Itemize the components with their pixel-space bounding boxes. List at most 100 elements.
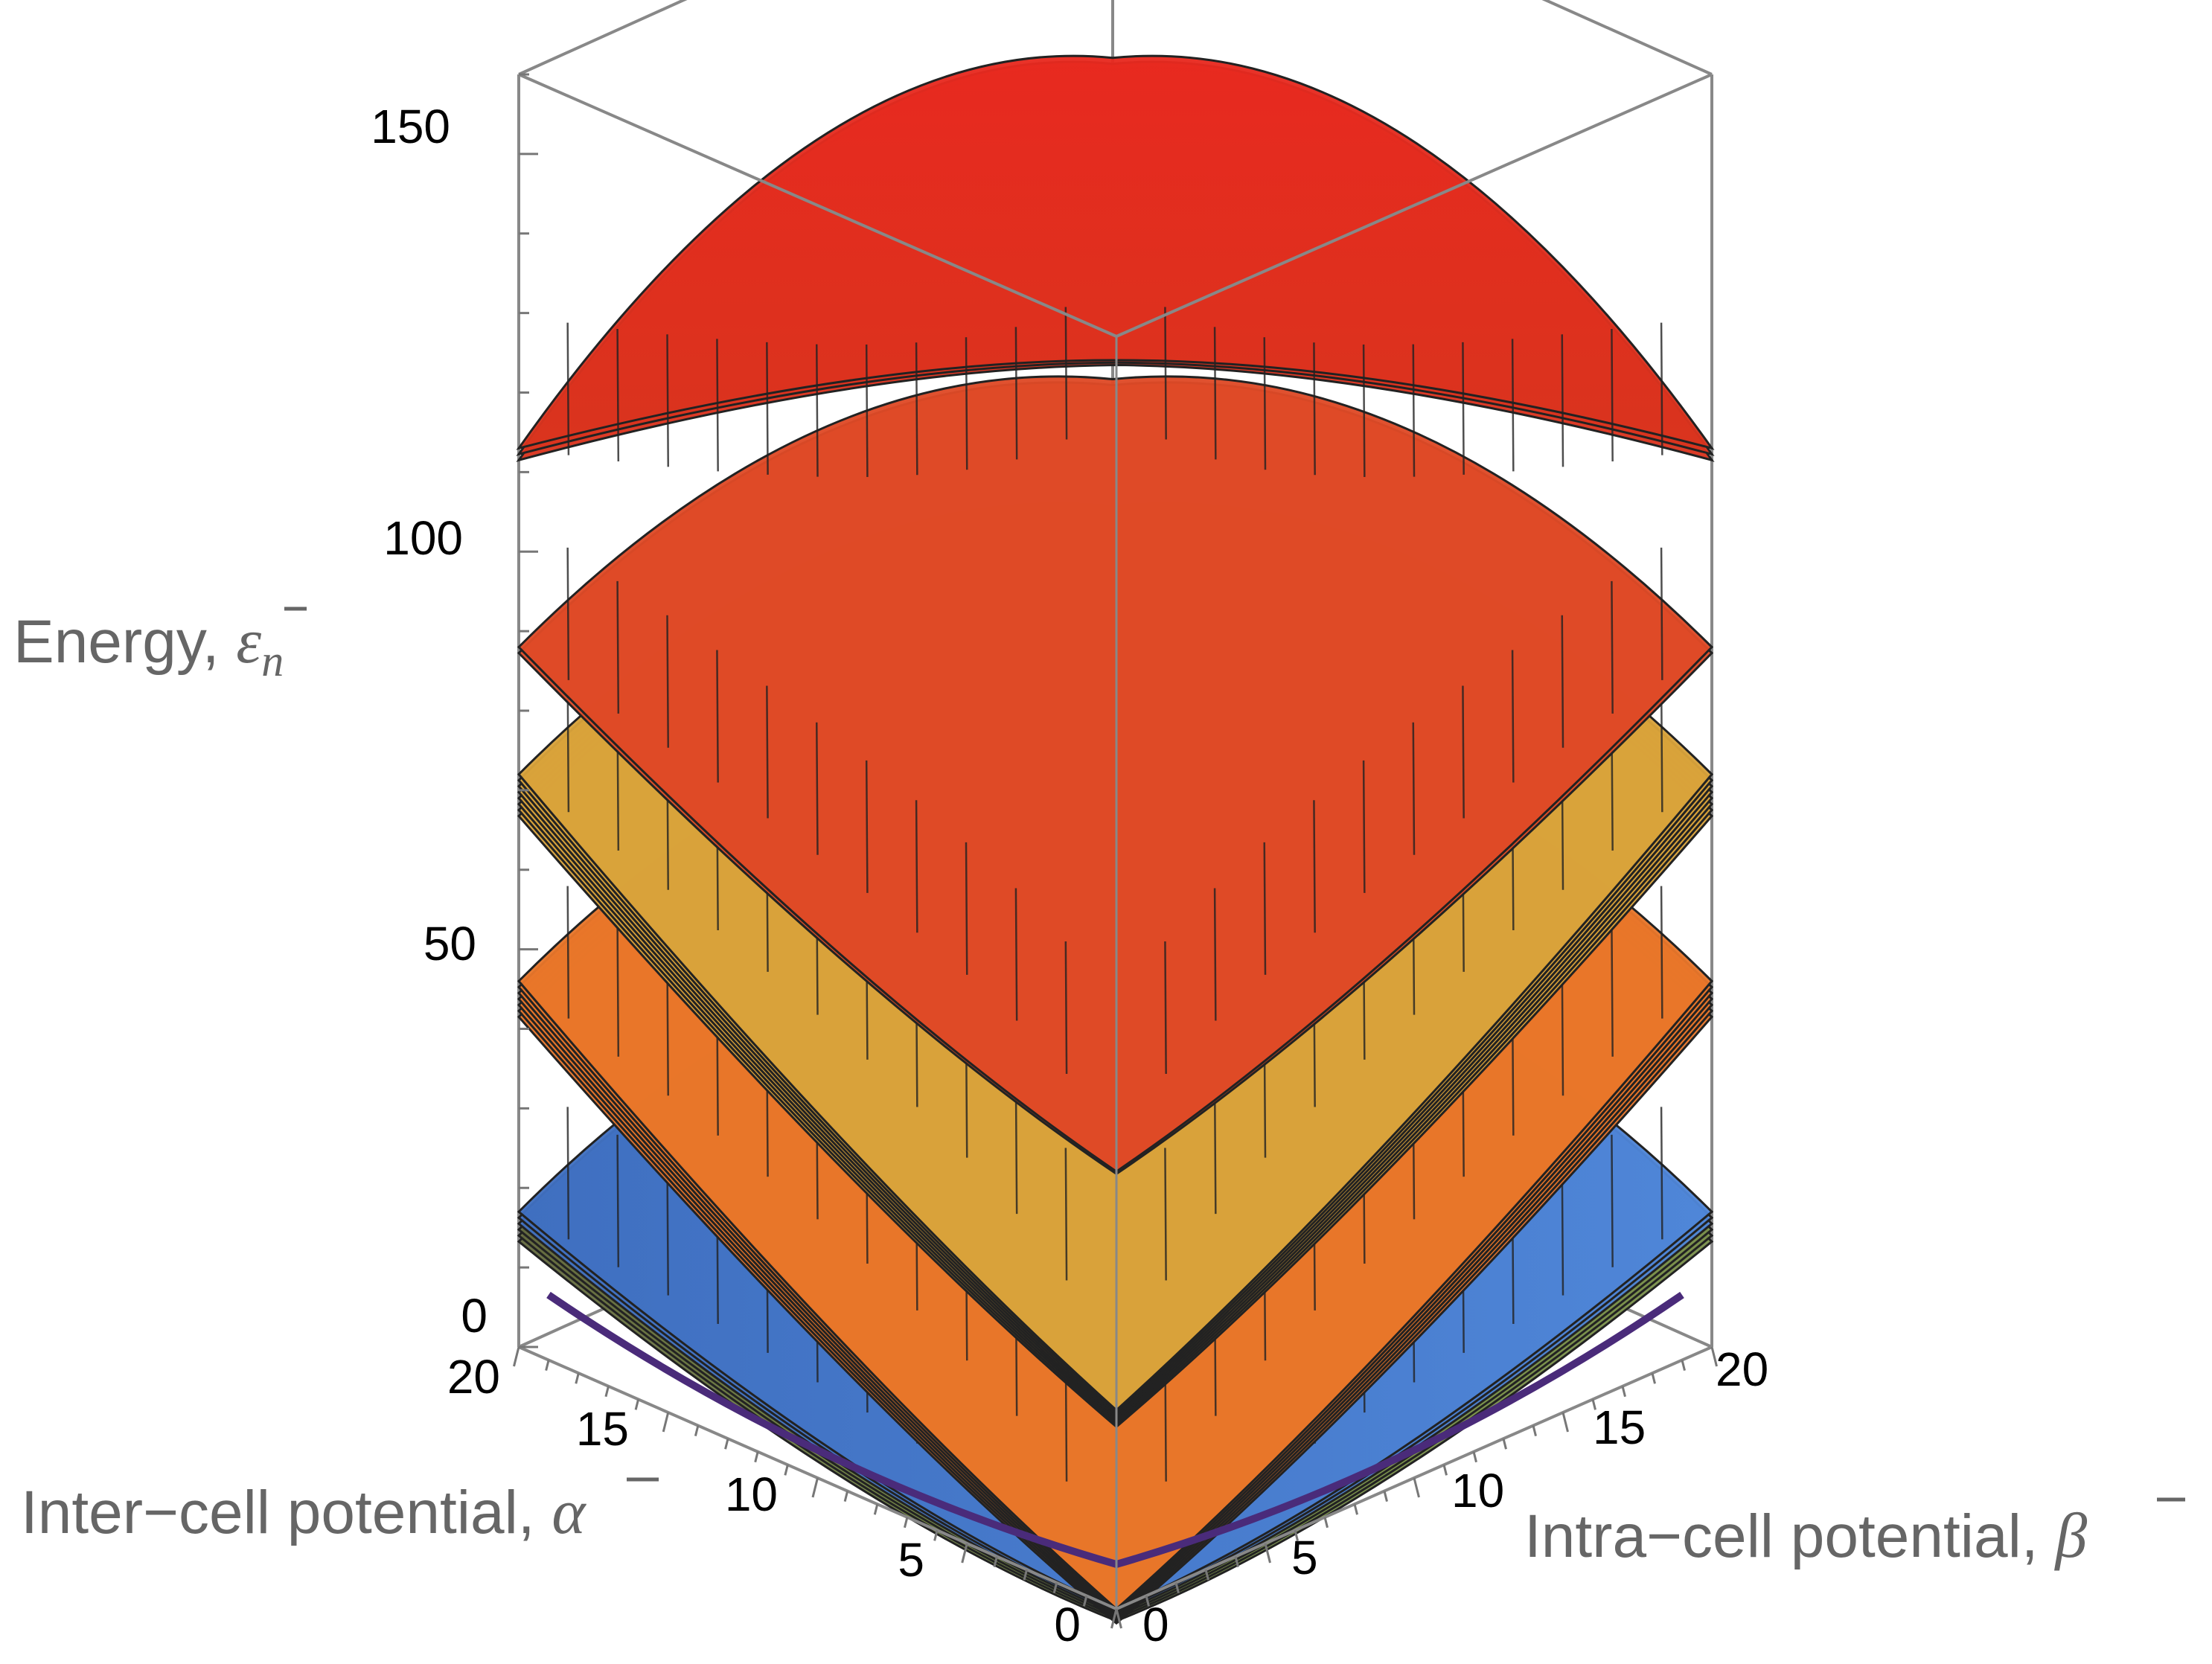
z-tick-label: 50 xyxy=(423,917,476,970)
axis-ticks xyxy=(513,73,1718,1629)
mesh-line xyxy=(816,344,819,477)
y-tick-label: 5 xyxy=(1291,1531,1318,1584)
mesh-line xyxy=(1660,1107,1663,1240)
x-tick-label: 0 xyxy=(1054,1598,1081,1651)
y-tick xyxy=(1591,1399,1596,1410)
y-tick xyxy=(1621,1386,1626,1398)
mesh-line xyxy=(1611,1134,1614,1267)
y-tick xyxy=(1442,1465,1448,1476)
x-tick-label: 5 xyxy=(898,1533,924,1587)
mesh-line xyxy=(1064,1148,1068,1281)
y-tick xyxy=(1413,1477,1420,1498)
mesh-line xyxy=(865,344,869,477)
y-tick xyxy=(1502,1438,1507,1450)
y-axis-title-text: Intra−cell potential, xyxy=(1524,1503,2055,1570)
y-tick xyxy=(1383,1491,1388,1502)
y-tick-label: 20 xyxy=(1716,1343,1768,1396)
x-tick xyxy=(933,1530,939,1541)
x-tick xyxy=(961,1543,968,1564)
mesh-line xyxy=(1660,322,1663,455)
y-tick xyxy=(1561,1412,1569,1433)
x-tick-label: 20 xyxy=(447,1350,500,1404)
x-tick xyxy=(694,1425,700,1436)
x-tick xyxy=(1110,1608,1118,1629)
x-tick xyxy=(1082,1596,1088,1607)
x-tick xyxy=(575,1372,580,1384)
z-tick-label: 150 xyxy=(371,100,450,153)
x-tick xyxy=(724,1438,729,1450)
mesh-line xyxy=(1611,580,1614,714)
band-group xyxy=(516,54,1715,477)
mesh-line xyxy=(965,842,968,975)
y-tick xyxy=(1681,1360,1686,1371)
y-tick xyxy=(1145,1596,1150,1607)
mesh-line xyxy=(1611,924,1614,1057)
y-tick xyxy=(1532,1425,1537,1436)
y-tick xyxy=(1323,1517,1329,1529)
y-tick xyxy=(1115,1608,1122,1629)
x-tick xyxy=(754,1451,759,1463)
x-tick-label: 10 xyxy=(725,1468,778,1521)
x-tick xyxy=(662,1412,670,1433)
mesh-line xyxy=(1660,547,1663,680)
x-tick xyxy=(811,1477,819,1498)
mesh-line xyxy=(1511,650,1515,783)
mesh-line xyxy=(965,337,968,470)
z-axis-subscript: n xyxy=(261,636,284,685)
frame-edge xyxy=(1541,0,1713,76)
z-tick-label: 100 xyxy=(383,511,463,565)
x-tick xyxy=(784,1465,789,1476)
mesh-line xyxy=(1064,941,1068,1075)
mesh-line xyxy=(566,886,570,1019)
y-tick-label: 0 xyxy=(1142,1598,1169,1651)
mesh-line xyxy=(1511,339,1515,472)
mesh-line xyxy=(566,547,570,680)
x-tick xyxy=(843,1491,849,1502)
y-tick xyxy=(1264,1543,1271,1564)
mesh-line xyxy=(1561,615,1564,748)
z-axis-title-text: Energy, xyxy=(13,608,236,676)
y-tick xyxy=(1294,1530,1299,1541)
mesh-line xyxy=(1412,722,1416,855)
x-tick xyxy=(993,1556,998,1567)
y-tick-label: 10 xyxy=(1451,1464,1504,1517)
y-tick xyxy=(1174,1582,1180,1594)
frame-edge xyxy=(518,0,688,76)
mesh-line xyxy=(1561,334,1564,467)
x-tick xyxy=(513,1346,520,1367)
mesh-line xyxy=(1164,1148,1167,1281)
x-tick xyxy=(634,1399,640,1410)
mesh-line xyxy=(1064,307,1068,440)
x-axis-symbol: α xyxy=(552,1476,586,1547)
x-tick xyxy=(903,1517,909,1529)
frame-edge xyxy=(1116,73,1713,338)
y-tick xyxy=(1472,1451,1477,1463)
x-tick-label: 15 xyxy=(576,1402,629,1456)
mesh-line xyxy=(566,322,570,455)
mesh-line xyxy=(816,722,819,855)
x-tick xyxy=(545,1360,550,1371)
z-tick-label: 0 xyxy=(461,1289,488,1343)
mesh-line xyxy=(865,760,869,893)
mesh-line xyxy=(915,800,918,933)
mesh-line xyxy=(1164,941,1167,1075)
y-tick xyxy=(1651,1372,1656,1384)
frame-edge xyxy=(518,73,1117,338)
z-axis-title: Energy, εn xyxy=(13,605,284,685)
x-axis-title: Inter−cell potential, α xyxy=(21,1476,586,1547)
y-tick xyxy=(1710,1346,1718,1367)
x-tick xyxy=(1052,1582,1058,1594)
mesh-line xyxy=(1164,307,1167,440)
mesh-line xyxy=(1014,327,1018,460)
mesh-line xyxy=(915,342,918,476)
y-axis-symbol: β xyxy=(2053,1500,2087,1571)
y-tick xyxy=(1353,1503,1358,1515)
x-tick xyxy=(1023,1569,1029,1581)
x-tick xyxy=(873,1503,879,1515)
y-tick xyxy=(1204,1569,1209,1581)
z-axis-symbol: ε xyxy=(236,605,261,676)
mesh-line xyxy=(1412,344,1416,477)
y-tick-label: 15 xyxy=(1593,1401,1646,1454)
